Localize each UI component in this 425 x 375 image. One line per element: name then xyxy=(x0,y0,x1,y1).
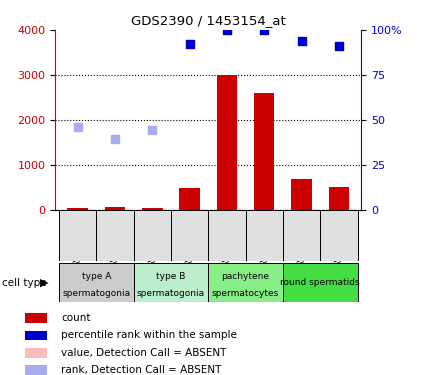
Text: rank, Detection Call = ABSENT: rank, Detection Call = ABSENT xyxy=(61,365,221,375)
Text: count: count xyxy=(61,313,91,323)
FancyBboxPatch shape xyxy=(171,210,208,261)
Text: spermatogonia: spermatogonia xyxy=(62,289,130,298)
Point xyxy=(111,136,118,142)
Point xyxy=(224,27,230,33)
FancyBboxPatch shape xyxy=(59,262,133,302)
Text: round spermatids: round spermatids xyxy=(280,278,360,286)
Bar xyxy=(25,331,47,340)
Bar xyxy=(105,207,125,210)
FancyBboxPatch shape xyxy=(208,210,246,261)
FancyBboxPatch shape xyxy=(208,262,283,302)
Text: spermatocytes: spermatocytes xyxy=(212,289,279,298)
FancyBboxPatch shape xyxy=(246,210,283,261)
Point xyxy=(298,38,305,44)
Bar xyxy=(25,348,47,358)
Point xyxy=(335,43,342,49)
Text: pachytene: pachytene xyxy=(221,272,269,281)
FancyBboxPatch shape xyxy=(283,262,357,302)
Text: percentile rank within the sample: percentile rank within the sample xyxy=(61,330,237,340)
Bar xyxy=(68,208,88,210)
FancyBboxPatch shape xyxy=(133,210,171,261)
Bar xyxy=(329,187,349,210)
Bar xyxy=(68,208,88,210)
Point xyxy=(149,127,156,133)
Bar xyxy=(25,365,47,375)
Bar xyxy=(142,207,162,210)
Bar xyxy=(179,188,200,210)
Point xyxy=(74,124,81,130)
FancyBboxPatch shape xyxy=(133,262,208,302)
Text: value, Detection Call = ABSENT: value, Detection Call = ABSENT xyxy=(61,348,227,358)
Bar xyxy=(105,207,125,210)
Bar xyxy=(217,75,237,210)
Bar xyxy=(25,313,47,323)
Title: GDS2390 / 1453154_at: GDS2390 / 1453154_at xyxy=(131,15,286,27)
FancyBboxPatch shape xyxy=(283,210,320,261)
FancyBboxPatch shape xyxy=(96,210,133,261)
Text: spermatogonia: spermatogonia xyxy=(137,289,205,298)
Point xyxy=(261,27,268,33)
Text: cell type: cell type xyxy=(2,278,47,288)
Bar xyxy=(142,207,162,210)
Text: type B: type B xyxy=(156,272,186,281)
Bar xyxy=(291,178,312,210)
FancyBboxPatch shape xyxy=(59,210,96,261)
Bar xyxy=(254,93,275,210)
Text: ▶: ▶ xyxy=(40,278,48,288)
Point xyxy=(186,40,193,46)
Text: type A: type A xyxy=(82,272,111,281)
FancyBboxPatch shape xyxy=(320,210,357,261)
